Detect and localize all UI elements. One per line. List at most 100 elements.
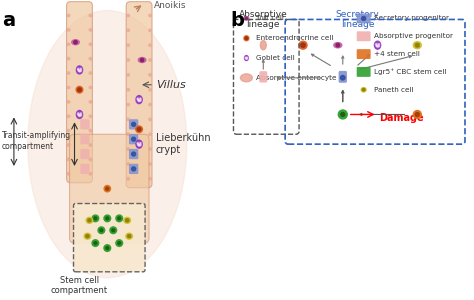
Circle shape (89, 129, 92, 133)
FancyBboxPatch shape (357, 14, 371, 23)
Circle shape (116, 240, 123, 247)
Ellipse shape (86, 218, 93, 223)
Circle shape (127, 219, 128, 220)
Circle shape (106, 187, 109, 190)
Circle shape (148, 43, 152, 47)
Text: Tuft cell: Tuft cell (256, 16, 284, 22)
FancyBboxPatch shape (129, 164, 138, 174)
Circle shape (375, 44, 377, 45)
Circle shape (80, 115, 82, 116)
FancyBboxPatch shape (80, 119, 90, 130)
Circle shape (245, 37, 248, 40)
Circle shape (418, 44, 419, 45)
Circle shape (89, 143, 92, 147)
Circle shape (92, 215, 99, 222)
Circle shape (89, 85, 92, 89)
Circle shape (67, 57, 71, 61)
Circle shape (126, 219, 127, 220)
Circle shape (67, 158, 71, 161)
Circle shape (112, 229, 115, 232)
Circle shape (137, 142, 138, 144)
Ellipse shape (245, 56, 248, 61)
Circle shape (299, 41, 307, 49)
Text: Paneth cell: Paneth cell (374, 87, 413, 93)
Text: Transit-amplifying
compartment: Transit-amplifying compartment (2, 131, 71, 151)
Circle shape (246, 17, 247, 20)
Ellipse shape (28, 11, 187, 278)
Circle shape (378, 45, 380, 47)
Circle shape (89, 71, 92, 75)
Circle shape (415, 112, 419, 116)
Circle shape (118, 217, 121, 220)
Circle shape (140, 142, 141, 144)
Circle shape (126, 43, 130, 47)
Ellipse shape (76, 110, 82, 118)
Circle shape (126, 14, 130, 17)
Circle shape (88, 235, 89, 236)
Text: b: b (230, 11, 245, 29)
Circle shape (67, 114, 71, 118)
Circle shape (137, 98, 138, 99)
Ellipse shape (72, 40, 79, 45)
Circle shape (79, 115, 80, 116)
Text: Absorptive
lineage: Absorptive lineage (239, 10, 288, 29)
Text: Goblet cell: Goblet cell (256, 55, 295, 61)
Circle shape (148, 73, 152, 77)
Circle shape (336, 44, 339, 47)
FancyBboxPatch shape (259, 71, 267, 82)
Circle shape (377, 46, 378, 47)
Circle shape (116, 215, 123, 222)
Circle shape (132, 122, 136, 126)
Text: Anoikis: Anoikis (154, 1, 186, 10)
Circle shape (77, 68, 79, 70)
Circle shape (94, 217, 97, 220)
FancyBboxPatch shape (357, 67, 371, 77)
Circle shape (100, 229, 103, 232)
Circle shape (89, 158, 92, 161)
Circle shape (88, 220, 89, 222)
Circle shape (67, 71, 71, 75)
Circle shape (106, 217, 109, 220)
Ellipse shape (413, 42, 421, 49)
Circle shape (77, 113, 79, 114)
Text: Secretory progenitor: Secretory progenitor (374, 16, 448, 22)
Circle shape (94, 242, 97, 244)
Circle shape (245, 57, 246, 58)
Ellipse shape (244, 17, 249, 20)
Circle shape (88, 236, 89, 238)
Circle shape (341, 112, 345, 116)
Circle shape (89, 28, 92, 32)
Circle shape (89, 221, 90, 222)
Ellipse shape (240, 74, 252, 82)
Circle shape (88, 219, 89, 220)
Circle shape (148, 14, 152, 17)
Text: Enteroendrocrine cell: Enteroendrocrine cell (256, 35, 334, 41)
Circle shape (138, 145, 140, 146)
FancyBboxPatch shape (129, 119, 138, 130)
Text: +4 stem cell: +4 stem cell (374, 51, 419, 57)
Circle shape (118, 242, 121, 244)
FancyBboxPatch shape (73, 203, 145, 272)
Circle shape (417, 43, 418, 45)
FancyBboxPatch shape (80, 164, 90, 174)
FancyBboxPatch shape (357, 49, 371, 59)
Circle shape (340, 76, 345, 80)
Circle shape (148, 118, 152, 121)
Circle shape (137, 128, 141, 131)
Circle shape (363, 90, 364, 91)
Circle shape (415, 45, 417, 47)
Circle shape (246, 58, 247, 59)
Circle shape (74, 40, 77, 44)
Circle shape (140, 98, 141, 99)
FancyBboxPatch shape (66, 2, 92, 183)
Circle shape (126, 147, 130, 151)
Circle shape (376, 45, 377, 46)
Circle shape (80, 68, 82, 70)
Circle shape (80, 70, 82, 71)
Circle shape (89, 42, 92, 46)
Circle shape (87, 235, 88, 236)
Ellipse shape (374, 41, 381, 49)
Circle shape (140, 58, 144, 62)
Circle shape (415, 44, 417, 45)
Circle shape (67, 85, 71, 89)
